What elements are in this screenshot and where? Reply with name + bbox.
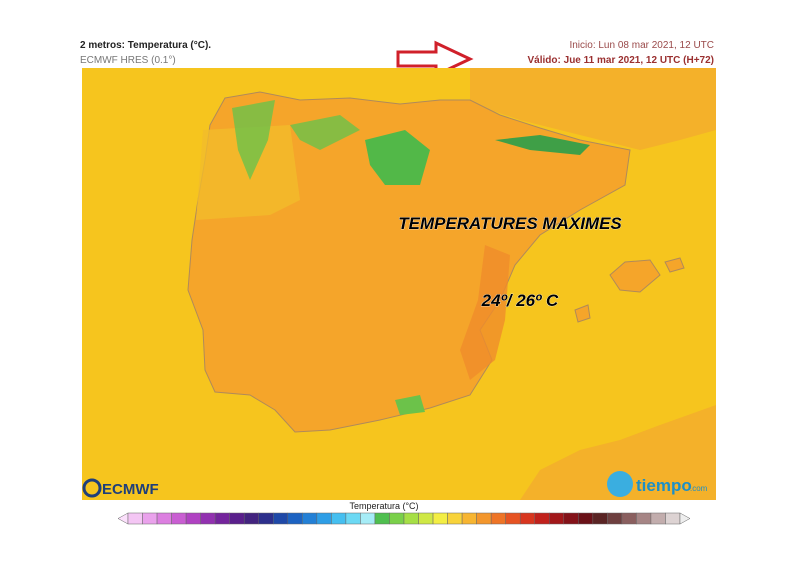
color-swatch	[142, 512, 158, 525]
color-swatch	[636, 512, 652, 525]
green-patch	[290, 115, 360, 150]
color-swatch	[243, 512, 259, 525]
color-swatch	[287, 512, 303, 525]
annotation: TEMPERATURES MAXIMES	[398, 214, 622, 233]
color-swatch	[185, 512, 201, 525]
color-swatch	[171, 512, 187, 525]
color-swatch	[418, 512, 434, 525]
green-patch	[365, 130, 430, 185]
color-swatch	[331, 512, 347, 525]
ibiza	[574, 304, 591, 323]
color-swatch	[316, 512, 332, 525]
color-swatch	[432, 512, 448, 525]
color-swatch	[127, 512, 143, 525]
color-swatch	[214, 512, 230, 525]
color-swatch	[607, 512, 623, 525]
colorbar-end	[679, 512, 691, 525]
mallorca	[609, 259, 661, 293]
logo-icon	[607, 471, 633, 497]
color-swatch	[665, 512, 681, 525]
color-swatch	[519, 512, 535, 525]
color-swatch	[549, 512, 565, 525]
color-swatch	[505, 512, 521, 525]
color-swatch	[592, 512, 608, 525]
color-swatch	[403, 512, 419, 525]
color-swatch	[461, 512, 477, 525]
green-patch	[495, 135, 590, 155]
color-swatch	[200, 512, 216, 525]
run-label: Inicio: Lun 08 mar 2021, 12 UTC	[569, 40, 714, 51]
colorbar-title: Temperatura (°C)	[349, 501, 418, 511]
color-swatch	[650, 512, 666, 525]
logo-text: ECMWF	[102, 481, 159, 498]
color-swatch	[476, 512, 492, 525]
logo-domain: .com	[690, 484, 708, 493]
ecmwf-logo: ECMWF	[82, 478, 159, 498]
color-swatch	[563, 512, 579, 525]
color-swatch	[360, 512, 376, 525]
color-swatch	[389, 512, 405, 525]
color-swatch	[578, 512, 594, 525]
color-swatch	[447, 512, 463, 525]
model-label: ECMWF HRES (0.1°)	[80, 55, 176, 66]
map-title: 2 metros: Temperatura (°C).	[80, 40, 211, 51]
colorbar	[117, 512, 691, 525]
color-swatch	[258, 512, 274, 525]
green-patch	[232, 100, 275, 180]
menorca	[664, 257, 685, 273]
color-swatch	[374, 512, 390, 525]
tiempo-logo: tiempo .com	[607, 471, 708, 497]
logo-text: tiempo	[636, 476, 692, 495]
africa	[520, 405, 716, 500]
color-swatch	[490, 512, 506, 525]
annotation: 24º/ 26º C	[481, 291, 559, 310]
warm-zone	[460, 245, 510, 380]
color-swatch	[345, 512, 361, 525]
color-swatch	[621, 512, 637, 525]
green-patch	[395, 395, 425, 415]
color-swatch	[534, 512, 550, 525]
logo-icon	[82, 478, 102, 498]
color-swatch	[229, 512, 245, 525]
map: TEMPERATURES MAXIMES 24º/ 26º C ECMWF ti…	[82, 68, 716, 500]
arrow	[396, 40, 474, 78]
france	[470, 68, 716, 150]
color-swatch	[302, 512, 318, 525]
color-swatch	[273, 512, 289, 525]
color-swatch	[156, 512, 172, 525]
valid-label: Válido: Jue 11 mar 2021, 12 UTC (H+72)	[528, 55, 714, 66]
